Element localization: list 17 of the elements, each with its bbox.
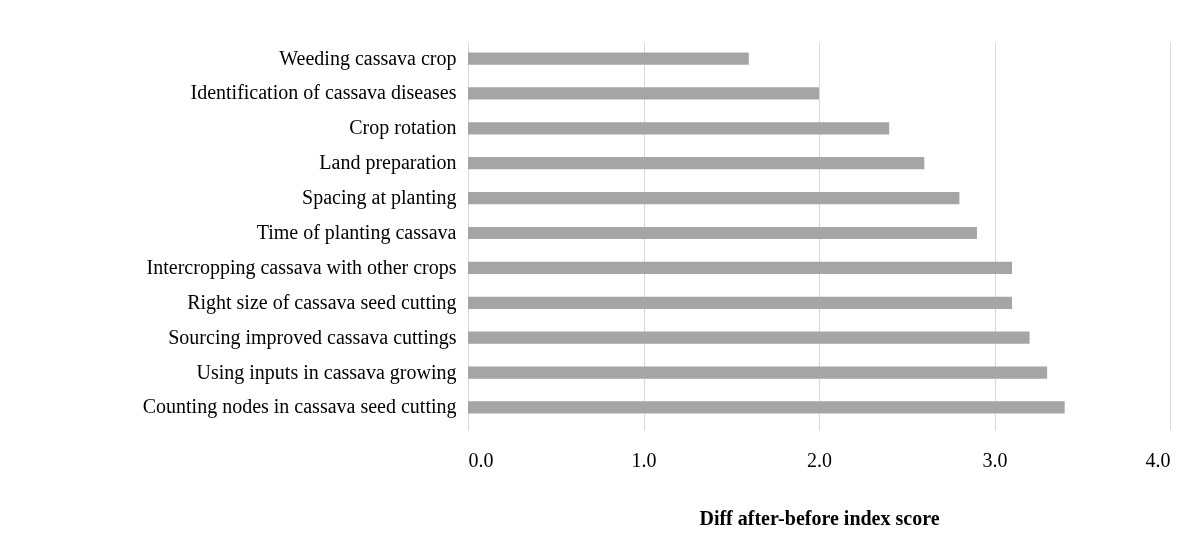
- y-tick-label: Land preparation: [319, 151, 457, 175]
- y-tick-label: Right size of cassava seed cutting: [187, 290, 457, 314]
- x-tick-label: 1.0: [631, 448, 657, 471]
- x-axis-title: Diff after-before index score: [699, 506, 940, 529]
- y-tick-label: Time of planting cassava: [256, 221, 457, 244]
- y-tick-label: Intercropping cassava with other crops: [146, 255, 457, 279]
- x-tick-label: 2.0: [807, 448, 832, 471]
- y-tick-label: Sourcing improved cassava cuttings: [168, 325, 457, 349]
- y-tick-label: Using inputs in cassava growing: [196, 360, 457, 384]
- y-tick-label: Spacing at planting: [302, 186, 457, 210]
- y-tick-label: Weeding cassava crop: [279, 46, 457, 70]
- x-tick-label: 3.0: [982, 448, 1008, 471]
- y-tick-label: Counting nodes in cassava seed cutting: [142, 395, 457, 419]
- y-tick-label: Identification of cassava diseases: [190, 81, 457, 104]
- x-tick-label: 0.0: [468, 448, 494, 471]
- y-tick-label: Crop rotation: [349, 116, 457, 140]
- x-tick-label: 4.0: [1145, 448, 1171, 471]
